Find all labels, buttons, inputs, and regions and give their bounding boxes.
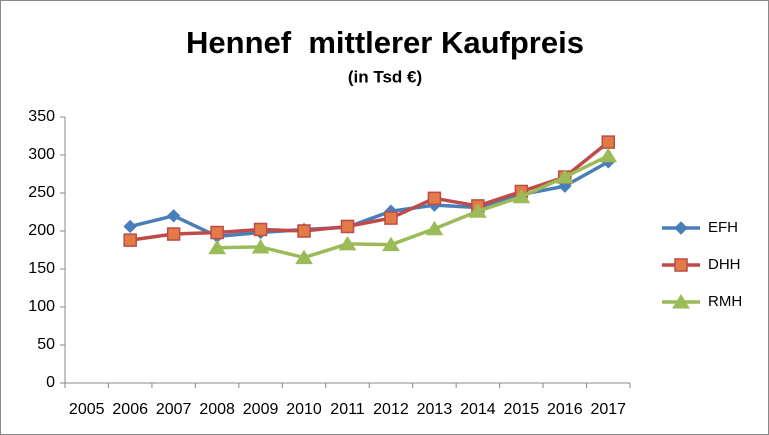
marker — [555, 169, 574, 184]
marker — [338, 235, 357, 251]
marker — [674, 221, 688, 235]
marker — [674, 258, 688, 272]
marker — [166, 209, 181, 223]
x-tick-label: 2007 — [156, 401, 192, 418]
x-tick-label: 2005 — [69, 401, 105, 418]
marker — [297, 224, 311, 238]
chart-title: Hennef mittlerer Kaufpreis — [186, 25, 584, 60]
y-tick-label: 350 — [28, 108, 55, 125]
marker — [251, 239, 270, 254]
marker — [512, 188, 531, 204]
marker — [599, 147, 618, 163]
legend-label: RMH — [708, 293, 742, 310]
x-tick-label: 2009 — [243, 401, 279, 418]
marker — [340, 219, 355, 234]
marker — [672, 294, 690, 309]
y-tick-label: 150 — [28, 260, 55, 277]
legend-label: EFH — [708, 219, 738, 236]
marker — [382, 236, 400, 252]
marker — [123, 233, 137, 247]
marker — [601, 135, 616, 149]
marker — [295, 249, 313, 265]
x-tick-label: 2015 — [504, 401, 540, 418]
marker — [210, 225, 224, 240]
x-tick-label: 2006 — [112, 401, 148, 418]
marker — [384, 211, 398, 225]
y-tick-label: 100 — [28, 298, 55, 315]
x-tick-label: 2016 — [547, 401, 583, 418]
marker — [123, 219, 137, 234]
legend-label: DHH — [708, 256, 741, 273]
marker — [425, 220, 444, 236]
x-tick-label: 2008 — [199, 401, 235, 418]
x-tick-label: 2014 — [460, 401, 496, 418]
marker — [208, 239, 227, 255]
y-tick-label: 50 — [37, 336, 55, 353]
y-tick-label: 200 — [28, 222, 55, 239]
y-tick-label: 250 — [28, 184, 55, 201]
chart-subtitle: (in Tsd €) — [348, 67, 422, 86]
marker — [468, 203, 487, 218]
x-tick-label: 2010 — [286, 401, 322, 418]
marker — [253, 222, 268, 237]
x-tick-label: 2011 — [330, 401, 365, 418]
x-tick-label: 2013 — [417, 401, 453, 418]
marker — [166, 227, 181, 241]
y-tick-label: 300 — [28, 146, 55, 163]
x-tick-label: 2012 — [373, 401, 409, 418]
series-line — [217, 154, 610, 260]
x-tick-label: 2017 — [590, 401, 626, 418]
marker — [427, 191, 442, 206]
y-tick-label: 0 — [46, 374, 55, 391]
series-line — [129, 140, 610, 242]
